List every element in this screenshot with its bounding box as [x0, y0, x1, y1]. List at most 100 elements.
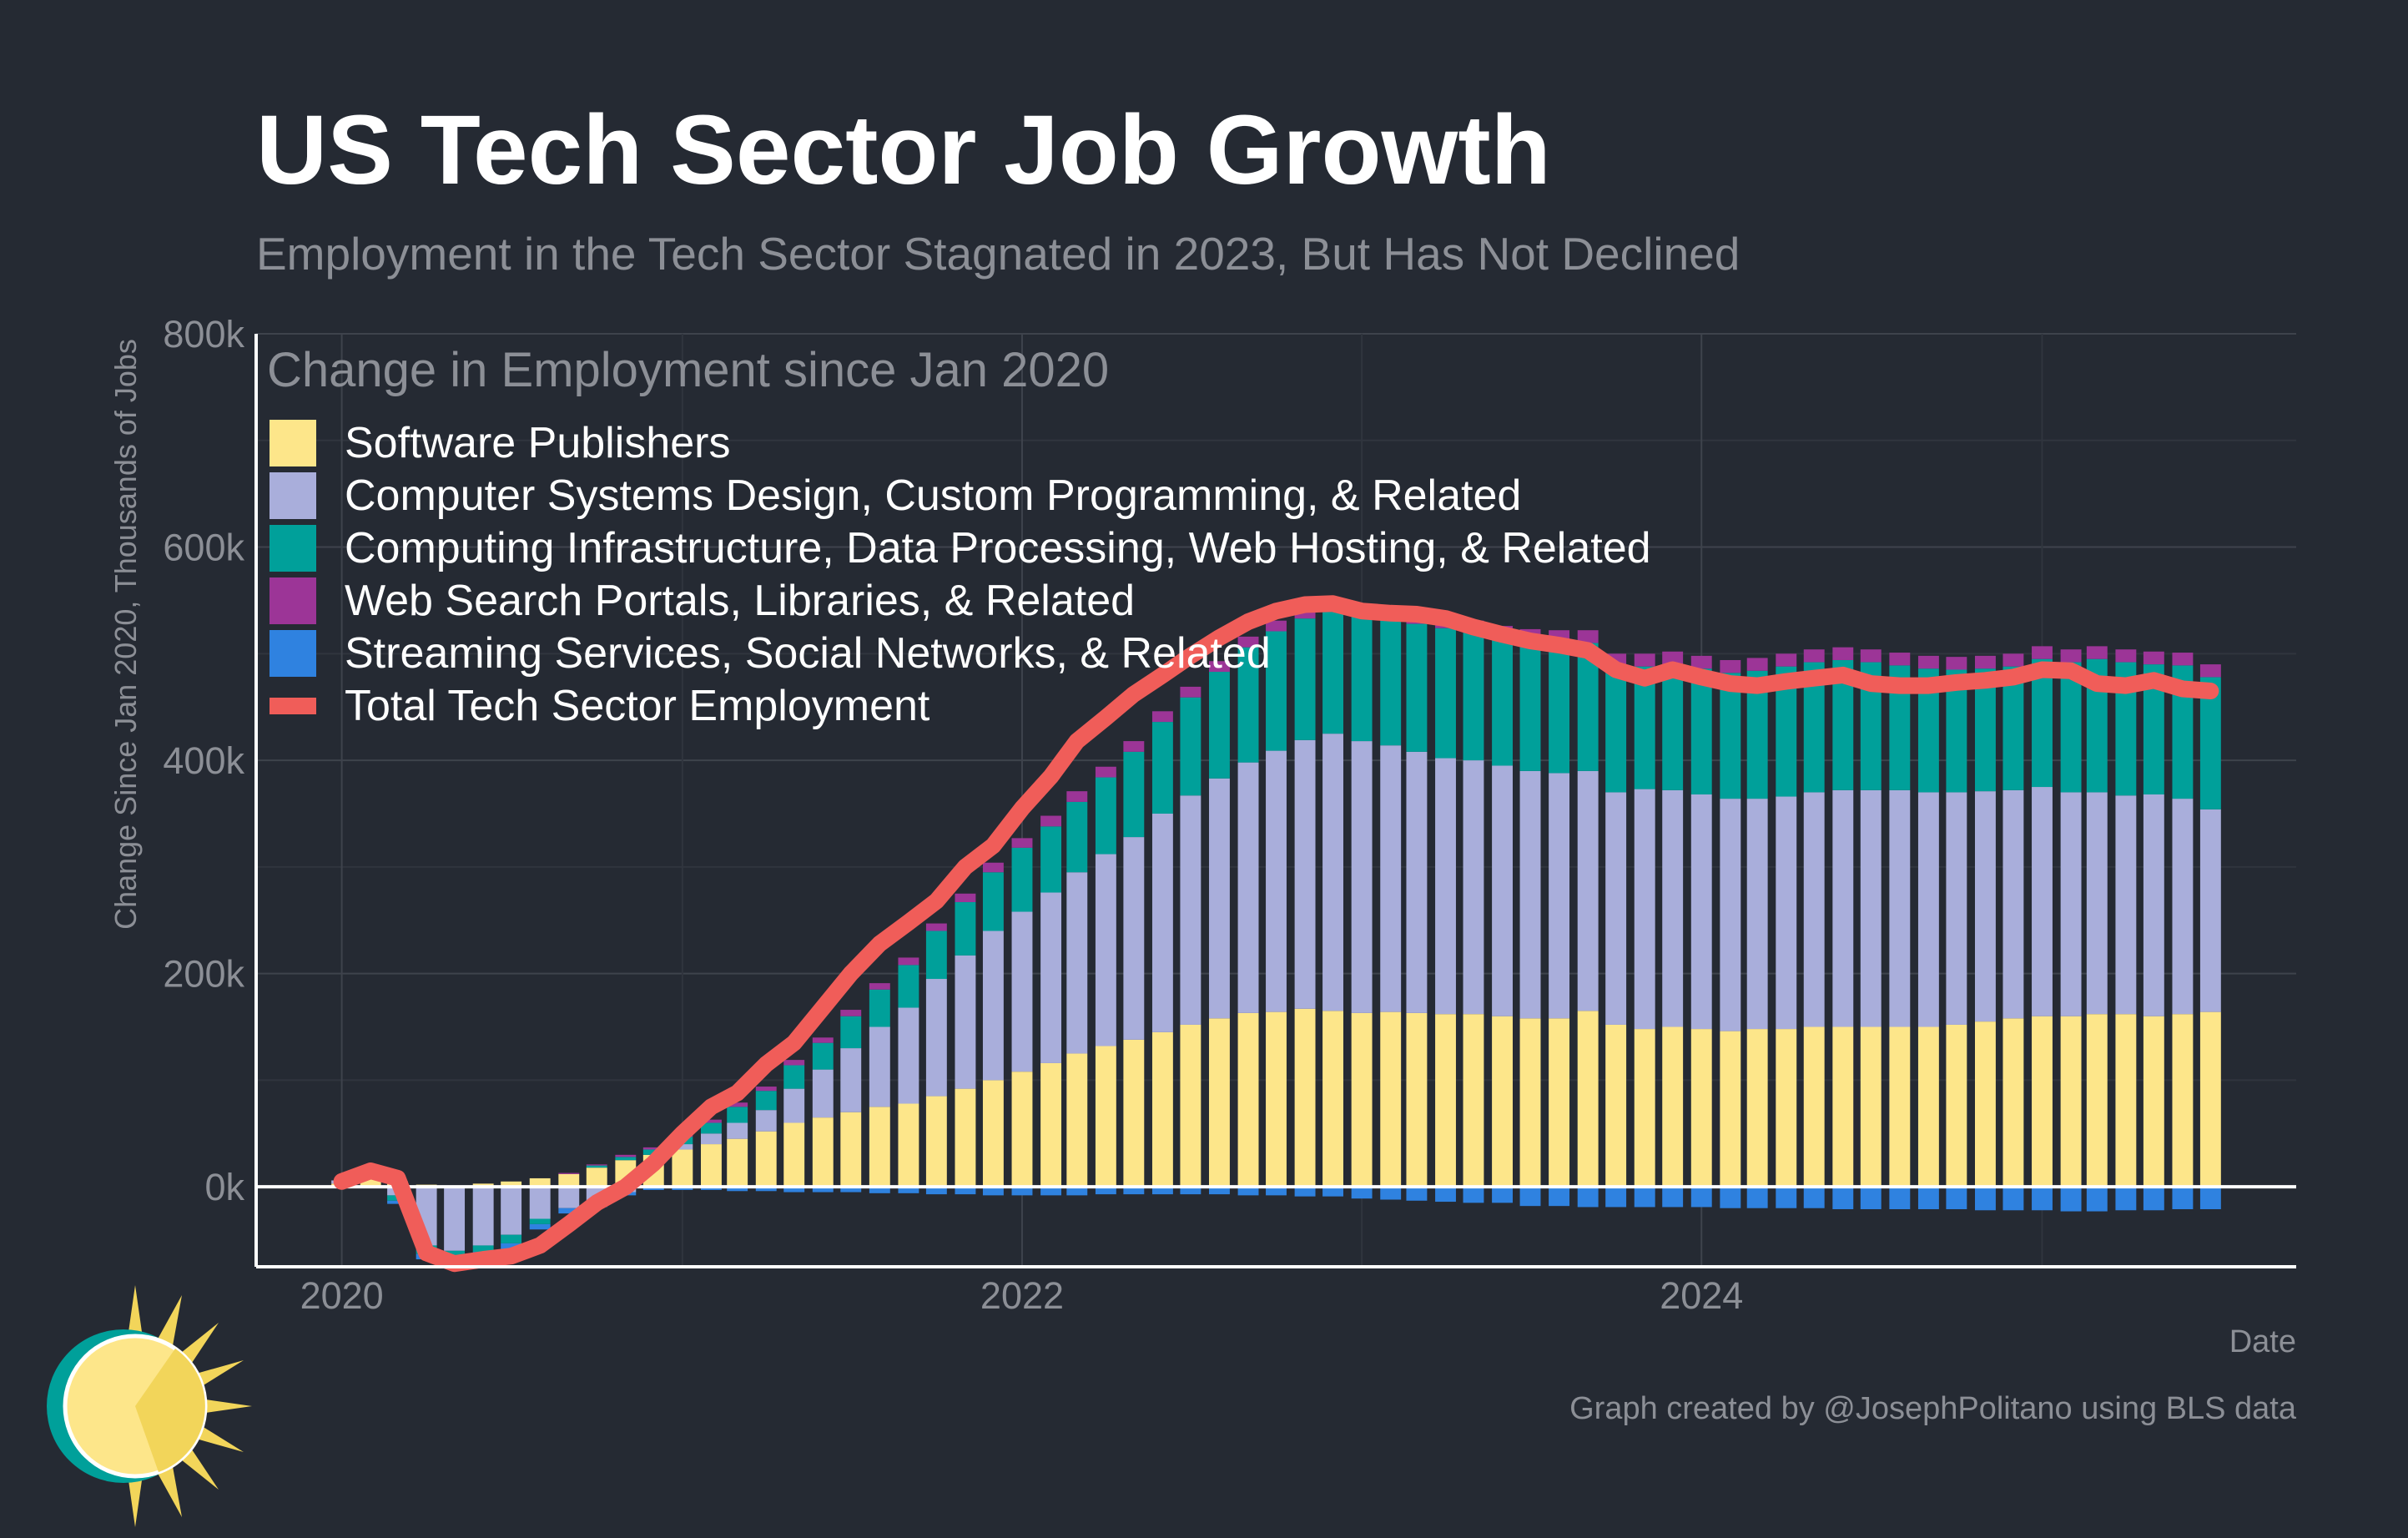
bar-s1-2025-03	[2086, 792, 2108, 1015]
bar-s3-2021-07	[840, 1010, 862, 1016]
bar-s1-2025-01	[2032, 787, 2053, 1016]
bar-s3-2022-03	[1066, 791, 1088, 802]
bar-s2-2021-09	[898, 965, 919, 1008]
bar-s2-2025-02	[2060, 662, 2082, 793]
bar-s3-2021-12	[982, 862, 1004, 873]
bar-s0-2021-03	[727, 1138, 748, 1188]
bar-s4-2023-06	[1492, 1187, 1513, 1203]
bar-s3-2024-02	[1720, 659, 1741, 673]
bar-s3-2022-10	[1266, 620, 1287, 632]
bar-s2-2021-06	[812, 1042, 834, 1070]
legend-label: Computer Systems Design, Custom Programm…	[345, 471, 1521, 520]
legend: Change in Employment since Jan 2020 Softw…	[267, 343, 1651, 730]
bar-s3-2024-09	[1917, 655, 1939, 669]
bar-s3-2023-11	[1634, 653, 1655, 667]
bar-s3-2024-01	[1690, 655, 1712, 669]
bar-s3-2025-01	[2032, 646, 2053, 659]
bar-s1-2021-02	[700, 1133, 722, 1145]
bar-s1-2021-07	[840, 1048, 862, 1112]
bar-s3-2024-06	[1832, 647, 1854, 660]
bar-s3-2021-03	[727, 1102, 748, 1107]
bar-s0-2021-12	[982, 1080, 1004, 1188]
bar-s4-2021-07	[840, 1187, 862, 1193]
bar-s0-2022-02	[1040, 1062, 1062, 1188]
bar-s0-2022-10	[1266, 1011, 1287, 1188]
bar-s2-2023-03	[1406, 623, 1428, 752]
bar-s3-2025-05	[2143, 651, 2164, 665]
bar-s0-2023-04	[1435, 1014, 1456, 1188]
bar-s1-2021-01	[672, 1144, 693, 1150]
bar-s0-2024-04	[1776, 1029, 1797, 1188]
bar-s0-2022-04	[1095, 1046, 1116, 1188]
y-tick-label: 600k	[163, 527, 244, 569]
bar-s4-2023-07	[1519, 1187, 1541, 1207]
bar-s1-2025-05	[2143, 794, 2164, 1016]
bar-s0-2024-06	[1832, 1026, 1854, 1188]
bar-s0-2025-01	[2032, 1016, 2053, 1188]
bar-s2-2020-06	[472, 1245, 494, 1253]
bar-s4-2021-11	[955, 1187, 976, 1195]
bar-s1-2021-06	[812, 1069, 834, 1118]
bar-s0-2025-05	[2143, 1016, 2164, 1188]
bar-s0-2024-02	[1720, 1031, 1741, 1188]
bar-s3-2022-07	[1180, 686, 1201, 698]
y-tick-label: 0k	[204, 1166, 244, 1208]
bar-s0-2022-09	[1237, 1012, 1259, 1188]
bar-s1-2022-07	[1180, 795, 1201, 1025]
bar-s1-2025-02	[2060, 792, 2082, 1016]
bar-s0-2021-08	[869, 1107, 890, 1188]
bar-s3-2025-06	[2172, 653, 2194, 666]
bar-s0-2022-07	[1180, 1024, 1201, 1188]
bar-s4-2022-04	[1095, 1187, 1116, 1195]
bar-s3-2021-09	[898, 957, 919, 966]
legend-label: Computing Infrastructure, Data Processin…	[345, 524, 1651, 572]
bar-s2-2023-08	[1549, 643, 1570, 774]
bar-s4-2025-03	[2086, 1187, 2108, 1212]
bar-s1-2024-12	[2002, 789, 2024, 1019]
bar-s3-2020-12	[642, 1147, 664, 1150]
bar-s0-2021-01	[672, 1149, 693, 1188]
bar-s1-2024-11	[1975, 791, 1996, 1022]
bar-s2-2022-09	[1237, 647, 1259, 763]
bar-s4-2023-02	[1380, 1187, 1402, 1200]
bar-s2-2023-04	[1435, 628, 1456, 759]
bar-s1-2022-03	[1066, 872, 1088, 1054]
bar-s0-2020-09	[558, 1173, 580, 1188]
bar-s1-2023-07	[1519, 770, 1541, 1019]
bar-s1-2023-05	[1463, 760, 1484, 1015]
bar-s0-2020-07	[501, 1181, 522, 1188]
bar-s4-2024-02	[1720, 1187, 1741, 1208]
bar-s1-2022-04	[1095, 854, 1116, 1046]
bar-s4-2022-09	[1237, 1187, 1259, 1196]
bar-s0-2025-04	[2115, 1014, 2137, 1188]
bar-s3-2024-12	[2002, 653, 2024, 667]
bar-s4-2021-05	[783, 1187, 805, 1193]
bar-s4-2024-10	[1946, 1187, 1967, 1210]
bar-s4-2022-08	[1209, 1187, 1230, 1195]
bar-s4-2023-08	[1549, 1187, 1570, 1207]
bar-s0-2022-05	[1123, 1039, 1145, 1188]
bar-s4-2022-06	[1151, 1187, 1173, 1195]
bar-s1-2022-12	[1322, 734, 1343, 1011]
bar-s4-2024-07	[1860, 1187, 1882, 1210]
bar-s2-2022-01	[1011, 847, 1033, 912]
legend-title: Change in Employment since Jan 2020	[267, 343, 1109, 397]
bar-s3-2020-09	[558, 1172, 580, 1174]
bar-s2-2023-05	[1463, 632, 1484, 761]
legend-swatch	[270, 698, 316, 714]
bar-s2-2021-12	[982, 872, 1004, 931]
bar-s2-2022-10	[1266, 631, 1287, 751]
bar-s0-2023-06	[1492, 1016, 1513, 1188]
bar-s0-2021-05	[783, 1122, 805, 1188]
bar-s0-2021-04	[755, 1131, 777, 1188]
bar-s4-2022-05	[1123, 1187, 1145, 1195]
bar-s2-2021-11	[955, 902, 976, 956]
bar-s1-2022-01	[1011, 911, 1033, 1072]
bar-s0-2022-06	[1151, 1031, 1173, 1188]
bar-s2-2022-12	[1322, 609, 1343, 734]
bar-s4-2025-02	[2060, 1187, 2082, 1212]
bar-s0-2024-07	[1860, 1026, 1882, 1188]
bar-s2-2024-02	[1720, 673, 1741, 799]
bar-s2-2023-12	[1662, 664, 1684, 790]
legend-swatch	[270, 577, 316, 624]
